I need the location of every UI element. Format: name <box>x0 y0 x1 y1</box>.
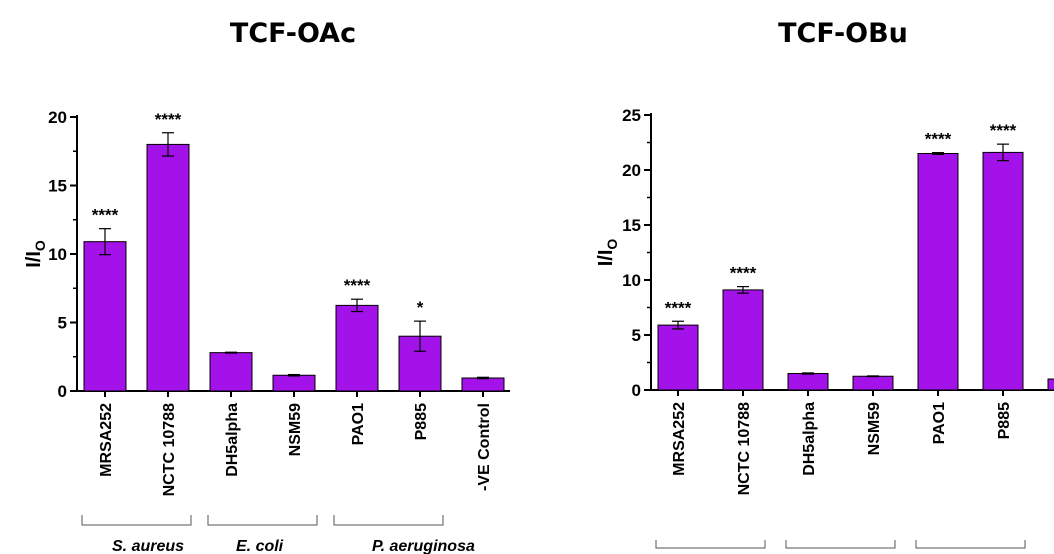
group-label: E. coli <box>236 538 284 554</box>
significance-label: **** <box>990 121 1017 140</box>
group-bracket <box>655 540 766 549</box>
bar <box>1047 378 1054 391</box>
x-tick-label: P885 <box>996 402 1013 439</box>
bar <box>722 289 764 391</box>
y-axis-label-sub: O <box>604 239 620 250</box>
group-label: P. aeruginosa <box>372 538 475 554</box>
y-tick-label: 10 <box>622 271 641 290</box>
y-tick-label: 0 <box>58 382 67 401</box>
group-bracket <box>333 515 444 526</box>
bar <box>461 377 505 392</box>
bar <box>787 373 829 391</box>
y-axis-label-sub: O <box>32 240 48 251</box>
y-axis-label-main: I/I <box>23 251 45 268</box>
y-tick-label: 25 <box>622 106 641 125</box>
y-axis-label: I/IO <box>23 240 48 268</box>
group-bracket <box>207 515 318 526</box>
x-tick-label: NCTC 10788 <box>161 403 178 496</box>
group-bracket <box>81 515 192 526</box>
y-axis-label-main: I/I <box>595 250 617 267</box>
y-tick-label: 10 <box>48 245 67 264</box>
group-bracket <box>915 540 1026 549</box>
significance-label: **** <box>665 298 692 317</box>
bar <box>982 151 1024 391</box>
bar <box>83 241 127 392</box>
group-label: S. aureus <box>112 538 184 554</box>
x-tick-label: PAO1 <box>931 402 948 444</box>
x-tick-label: NSM59 <box>287 403 304 456</box>
x-tick-label: DH5alpha <box>224 403 241 477</box>
y-tick-label: 20 <box>622 161 641 180</box>
y-tick-label: 20 <box>48 108 67 127</box>
x-tick-label: MRSA252 <box>671 402 688 476</box>
significance-label: **** <box>925 130 952 149</box>
group-bracket <box>785 540 896 549</box>
y-tick-label: 15 <box>48 177 67 196</box>
bar <box>657 324 699 391</box>
x-tick-label: NCTC 10788 <box>736 402 753 495</box>
significance-label: **** <box>730 264 757 283</box>
bar <box>335 304 379 392</box>
y-tick-label: 5 <box>632 326 641 345</box>
bar <box>209 352 253 392</box>
x-tick-label: NSM59 <box>866 402 883 455</box>
x-tick-label: MRSA252 <box>98 403 115 477</box>
x-tick-label: PAO1 <box>350 403 367 445</box>
y-tick-label: 5 <box>58 314 67 333</box>
chart-title: TCF-OAc <box>230 18 356 49</box>
x-tick-label: -VE Control <box>476 403 493 491</box>
y-axis-label: I/IO <box>595 239 620 267</box>
bar <box>852 375 894 391</box>
chart-title: TCF-OBu <box>778 18 908 49</box>
bar <box>146 143 190 392</box>
significance-label: **** <box>344 276 371 295</box>
bar <box>272 374 316 392</box>
significance-label: **** <box>92 206 119 225</box>
significance-label: * <box>417 298 424 317</box>
chart-2: TCF-OBu I/IO 0 5 10 15 20 25 MRSA252 **** NCTC 107… <box>595 18 1054 549</box>
y-tick-label: 15 <box>622 216 641 235</box>
y-tick-label: 0 <box>632 381 641 400</box>
x-tick-label: P885 <box>413 403 430 440</box>
significance-label: **** <box>155 110 182 129</box>
bar <box>917 153 959 391</box>
chart-1: TCF-OAc I/IO 0 5 10 15 20 MRSA252 **** NCTC 10788… <box>23 18 510 554</box>
x-tick-label: DH5alpha <box>801 402 818 476</box>
